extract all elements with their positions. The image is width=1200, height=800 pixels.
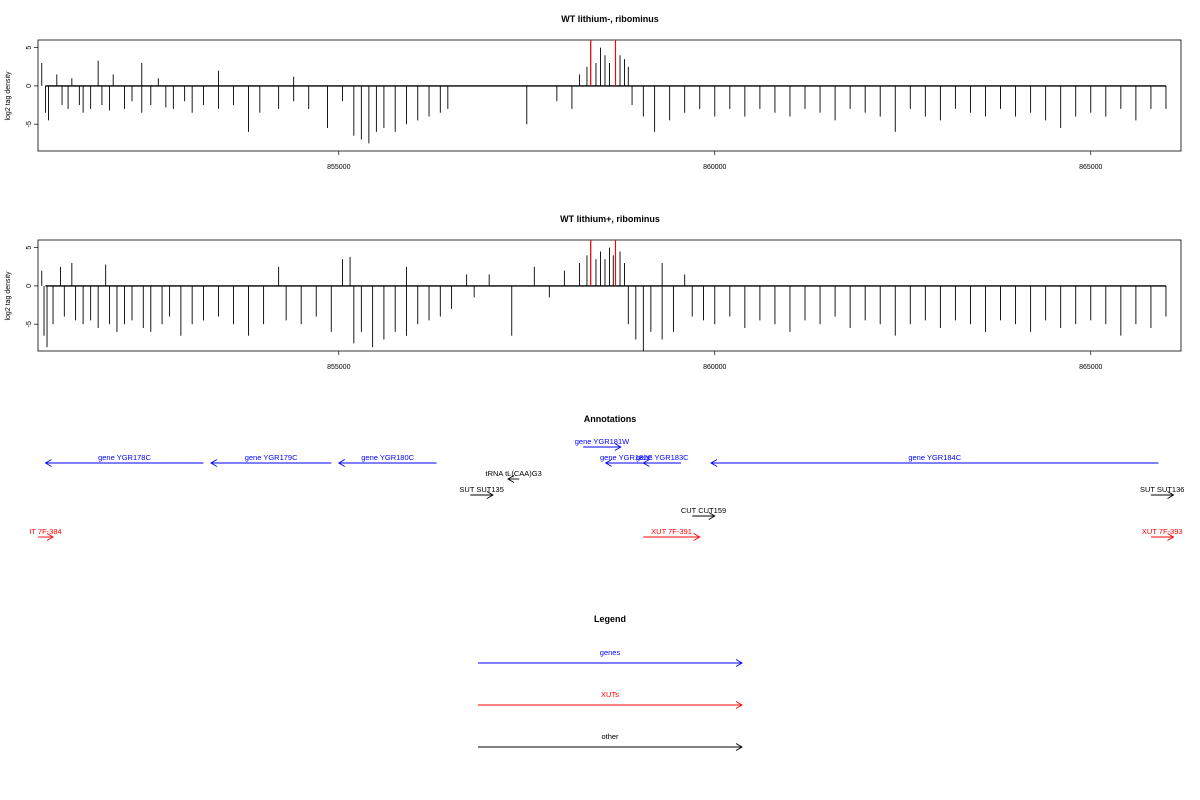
panel-title: WT lithium+, ribominus — [560, 214, 660, 224]
y-tick-label: 0 — [26, 284, 33, 288]
annotation-arrow — [1150, 533, 1175, 541]
x-tick-label: 855000 — [327, 364, 350, 371]
legend-items: genes XUTs other — [478, 648, 743, 751]
annotation-label: IT 7F-384 — [29, 527, 61, 536]
annotations-panel: Annotations gene YGR178C gene YGR179C gene… — [29, 414, 1184, 541]
annotation-arrow — [583, 443, 622, 451]
annotation-label: gene YGR178C — [98, 453, 151, 462]
x-tick-label: 860000 — [703, 164, 726, 171]
y-tick-label: 0 — [26, 84, 33, 88]
annotation-arrow — [507, 475, 520, 483]
y-tick-label: -5 — [26, 121, 33, 127]
annotation-arrow — [710, 459, 1159, 467]
y-tick-label: 5 — [26, 246, 33, 250]
annotation-label: gene YGR184C — [908, 453, 961, 462]
annotation-arrow — [337, 459, 437, 467]
annotation-label: CUT CUT159 — [681, 506, 726, 515]
annotation-arrow — [604, 459, 648, 467]
annotation-label: tRNA tL(CAA)G3 — [485, 469, 541, 478]
y-tick-label: -5 — [26, 321, 33, 327]
annotation-arrow — [1150, 491, 1175, 499]
annotation-items: gene YGR178C gene YGR179C gene YGR180C gene… — [29, 437, 1184, 541]
x-tick-label: 860000 — [703, 364, 726, 371]
x-tick-label: 865000 — [1079, 164, 1102, 171]
axes: 5 0 -5 855000 860000 865000 — [26, 246, 1103, 371]
legend-label: other — [601, 732, 619, 741]
annotation-arrow — [470, 491, 494, 499]
plot-frame — [37, 39, 1182, 152]
track-panel-lithium-minus: WT lithium-, ribominus log2 tag density … — [5, 14, 1182, 171]
plot-frame — [37, 239, 1182, 352]
annotation-label: gene YGR180C — [361, 453, 414, 462]
annotation-arrow — [642, 459, 681, 467]
legend-arrow — [478, 743, 743, 751]
x-tick-label: 865000 — [1079, 364, 1102, 371]
legend-arrow — [478, 701, 743, 709]
annotation-label: SUT SUT135 — [459, 485, 503, 494]
annotation-label: gene YGR182C — [600, 453, 653, 462]
annotation-label: gene YGR179C — [245, 453, 298, 462]
y-tick-label: 5 — [26, 46, 33, 50]
annotations-title: Annotations — [584, 414, 637, 424]
annotation-arrow — [44, 459, 204, 467]
legend-arrow — [478, 659, 743, 667]
annotation-label: gene YGR181W — [575, 437, 630, 446]
legend-label: genes — [600, 648, 621, 657]
annotation-label: XUT 7F-391 — [651, 527, 692, 536]
annotation-arrow — [643, 533, 701, 541]
bar-layer — [41, 40, 1167, 144]
x-tick-label: 855000 — [327, 164, 350, 171]
annotation-arrow — [38, 533, 54, 541]
axes: 5 0 -5 855000 860000 865000 — [26, 46, 1103, 171]
y-axis-label: log2 tag density — [5, 271, 12, 321]
annotation-arrow — [692, 512, 716, 520]
legend-label: XUTs — [601, 690, 619, 699]
legend-title: Legend — [594, 614, 626, 624]
annotation-label: gene YGR183C — [636, 453, 689, 462]
bar-layer — [41, 240, 1167, 351]
annotation-label: SUT SUT136 — [1140, 485, 1184, 494]
legend-panel: Legend genes XUTs other — [478, 614, 743, 751]
panel-title: WT lithium-, ribominus — [561, 14, 659, 24]
annotation-arrow — [210, 459, 332, 467]
annotation-label: XUT 7F-393 — [1142, 527, 1183, 536]
y-axis-label: log2 tag density — [5, 71, 12, 121]
track-panel-lithium-plus: WT lithium+, ribominus log2 tag density … — [5, 214, 1182, 371]
